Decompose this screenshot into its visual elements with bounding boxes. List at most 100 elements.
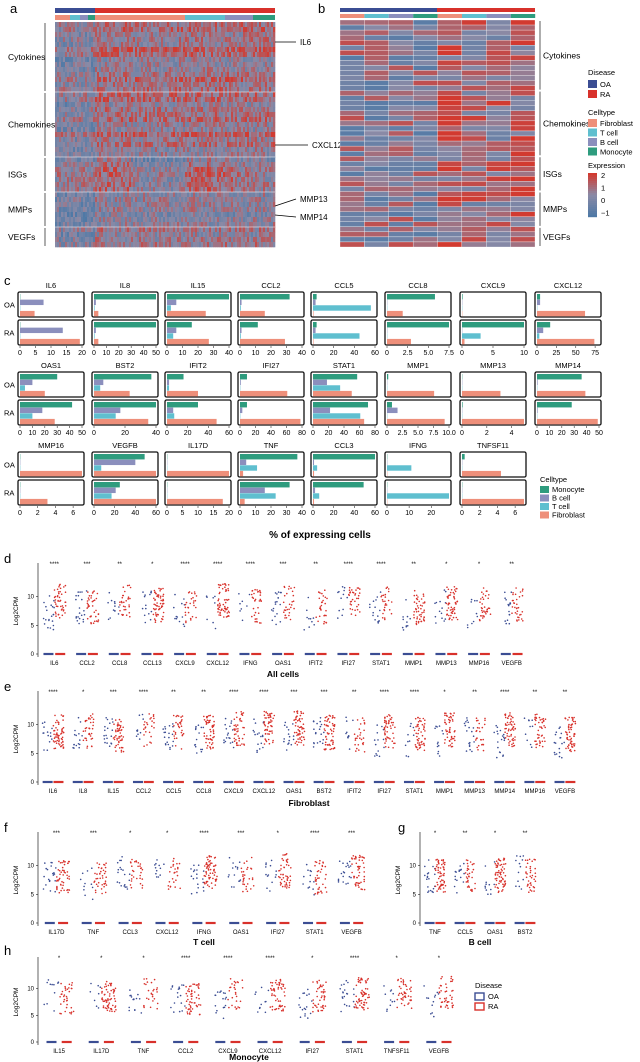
heatmap-cell	[151, 167, 154, 173]
heatmap-cell	[109, 227, 112, 233]
heatmap-cell	[141, 197, 144, 203]
heatmap-cell	[71, 87, 74, 93]
heatmap-cell	[105, 167, 108, 173]
heatmap-cell	[249, 167, 252, 173]
heatmap-cell	[99, 42, 102, 48]
heatmap-cell	[81, 97, 84, 103]
heatmap-cell	[221, 137, 224, 143]
heatmap-cell	[153, 227, 156, 233]
heatmap-cell	[263, 182, 266, 188]
heatmap-cell	[245, 132, 248, 138]
heatmap-cell	[157, 92, 160, 98]
heatmap-cell	[235, 157, 238, 163]
heatmap-cell	[255, 167, 258, 173]
heatmap-cell	[229, 107, 232, 113]
heatmap-cell	[77, 227, 80, 233]
heatmap-cell	[101, 227, 104, 233]
heatmap-cell	[133, 37, 136, 43]
heatmap-cell	[231, 92, 234, 98]
heatmap-cell	[245, 187, 248, 193]
heatmap-cell	[141, 227, 144, 233]
heatmap-cell	[173, 37, 176, 43]
heatmap-cell	[221, 92, 224, 98]
heatmap-cell	[75, 187, 78, 193]
heatmap-cell	[55, 242, 58, 248]
heatmap-cell	[211, 47, 214, 53]
heatmap-cell	[167, 97, 170, 103]
heatmap-cell	[195, 127, 198, 133]
heatmap-cell	[57, 117, 60, 123]
heatmap-cell	[115, 222, 118, 228]
heatmap-cell	[95, 222, 98, 228]
heatmap-cell	[129, 167, 132, 173]
heatmap-cell	[185, 192, 188, 198]
heatmap-cell	[209, 67, 212, 73]
heatmap-cell	[203, 222, 206, 228]
heatmap-cell	[103, 122, 106, 128]
heatmap-cell	[245, 52, 248, 58]
heatmap-cell	[193, 27, 196, 33]
heatmap-cell	[119, 207, 122, 213]
heatmap-cell	[65, 122, 68, 128]
heatmap-cell	[193, 62, 196, 68]
heatmap-cell	[99, 217, 102, 223]
heatmap-cell	[179, 232, 182, 238]
heatmap-cell	[155, 142, 158, 148]
heatmap-cell	[181, 192, 184, 198]
heatmap-cell	[197, 227, 200, 233]
heatmap-cell	[117, 32, 120, 38]
heatmap-cell	[177, 212, 180, 218]
heatmap-cell	[173, 87, 176, 93]
heatmap-cell	[119, 42, 122, 48]
heatmap-cell	[239, 217, 242, 223]
heatmap-cell	[137, 62, 140, 68]
heatmap-cell	[147, 72, 150, 78]
heatmap-cell	[161, 162, 164, 168]
heatmap-cell	[237, 62, 240, 68]
heatmap-cell	[157, 242, 160, 248]
heatmap-cell	[91, 32, 94, 38]
heatmap-cell	[141, 127, 144, 133]
heatmap-cell	[61, 122, 64, 128]
heatmap-cell	[127, 227, 130, 233]
heatmap-cell	[249, 47, 252, 53]
heatmap-cell	[261, 42, 264, 48]
heatmap-cell	[229, 202, 232, 208]
heatmap-cell	[87, 57, 90, 63]
heatmap-cell	[267, 102, 270, 108]
heatmap-cell	[125, 72, 128, 78]
heatmap-cell	[245, 142, 248, 148]
heatmap-cell	[227, 192, 230, 198]
heatmap-cell	[75, 152, 78, 158]
heatmap-cell	[227, 227, 230, 233]
heatmap-cell	[227, 92, 230, 98]
heatmap-cell	[67, 242, 70, 248]
heatmap-cell	[253, 112, 256, 118]
heatmap-cell	[79, 137, 82, 143]
heatmap-cell	[79, 112, 82, 118]
heatmap-cell	[215, 112, 218, 118]
heatmap-cell	[153, 222, 156, 228]
heatmap-cell	[241, 32, 244, 38]
heatmap-cell	[75, 127, 78, 133]
heatmap-cell	[85, 232, 88, 238]
heatmap-cell	[59, 132, 62, 138]
heatmap-cell	[145, 87, 148, 93]
heatmap-cell	[187, 132, 190, 138]
heatmap-cell	[123, 172, 126, 178]
heatmap-cell	[215, 157, 218, 163]
heatmap-cell	[263, 232, 266, 238]
heatmap-cell	[263, 47, 266, 53]
heatmap-cell	[79, 62, 82, 68]
heatmap-cell	[77, 37, 80, 43]
heatmap-cell	[241, 47, 244, 53]
heatmap-cell	[191, 242, 194, 248]
heatmap-cell	[203, 42, 206, 48]
heatmap-cell	[211, 112, 214, 118]
heatmap-cell	[255, 132, 258, 138]
heatmap-cell	[203, 187, 206, 193]
heatmap-cell	[85, 137, 88, 143]
heatmap-cell	[181, 207, 184, 213]
heatmap-cell	[159, 32, 162, 38]
heatmap-cell	[123, 132, 126, 138]
